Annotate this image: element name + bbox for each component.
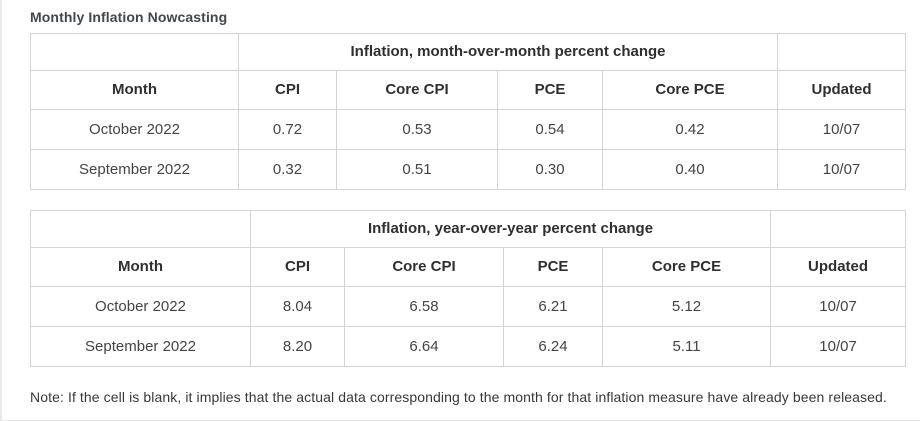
cell-pce: 6.21 bbox=[503, 286, 603, 327]
cell-updated: 10/07 bbox=[777, 109, 907, 150]
cell-core-pce: 0.42 bbox=[601, 109, 779, 150]
blank-cell bbox=[770, 210, 907, 248]
yoy-column-header-row: Month CPI Core CPI PCE Core PCE Updated bbox=[30, 247, 907, 287]
table-row: October 2022 8.04 6.58 6.21 5.12 10/07 bbox=[30, 286, 907, 327]
cell-pce: 0.54 bbox=[497, 109, 603, 150]
note-text: Note: If the cell is blank, it implies t… bbox=[30, 389, 887, 405]
cell-cpi: 0.32 bbox=[238, 149, 337, 190]
col-header-pce: PCE bbox=[497, 70, 603, 110]
yoy-span-header: Inflation, year-over-year percent change bbox=[249, 210, 772, 248]
cell-core-pce: 5.12 bbox=[601, 286, 772, 327]
mom-span-header: Inflation, month-over-month percent chan… bbox=[237, 33, 779, 71]
yoy-table: Inflation, year-over-year percent change… bbox=[30, 210, 907, 367]
cell-updated: 10/07 bbox=[770, 326, 907, 367]
mom-column-header-row: Month CPI Core CPI PCE Core PCE Updated bbox=[30, 70, 907, 110]
cell-month: September 2022 bbox=[30, 326, 251, 367]
col-header-core-cpi: Core CPI bbox=[344, 247, 504, 287]
cell-core-cpi: 6.58 bbox=[344, 286, 504, 327]
cell-month: October 2022 bbox=[30, 109, 239, 150]
cell-month: September 2022 bbox=[30, 149, 239, 190]
cell-cpi: 0.72 bbox=[238, 109, 337, 150]
col-header-core-pce: Core PCE bbox=[601, 247, 772, 287]
mom-table: Inflation, month-over-month percent chan… bbox=[30, 33, 907, 190]
table-gap bbox=[30, 190, 906, 210]
col-header-core-pce: Core PCE bbox=[601, 70, 779, 110]
table-row: October 2022 0.72 0.53 0.54 0.42 10/07 bbox=[30, 109, 907, 150]
cell-core-pce: 5.11 bbox=[601, 326, 772, 367]
blank-cell bbox=[777, 33, 907, 71]
col-header-updated: Updated bbox=[770, 247, 907, 287]
cell-core-cpi: 0.53 bbox=[336, 109, 498, 150]
col-header-cpi: CPI bbox=[250, 247, 345, 287]
col-header-core-cpi: Core CPI bbox=[336, 70, 498, 110]
cell-pce: 6.24 bbox=[503, 326, 603, 367]
col-header-month: Month bbox=[30, 247, 251, 287]
cell-cpi: 8.04 bbox=[250, 286, 345, 327]
blank-cell bbox=[30, 33, 239, 71]
cell-core-pce: 0.40 bbox=[601, 149, 779, 190]
cell-updated: 10/07 bbox=[770, 286, 907, 327]
yoy-span-header-row: Inflation, year-over-year percent change bbox=[30, 210, 907, 248]
col-header-updated: Updated bbox=[777, 70, 907, 110]
blank-cell bbox=[30, 210, 251, 248]
page-title: Monthly Inflation Nowcasting bbox=[30, 9, 228, 25]
col-header-pce: PCE bbox=[503, 247, 603, 287]
col-header-cpi: CPI bbox=[238, 70, 337, 110]
cell-core-cpi: 6.64 bbox=[344, 326, 504, 367]
cell-pce: 0.30 bbox=[497, 149, 603, 190]
col-header-month: Month bbox=[30, 70, 239, 110]
cell-core-cpi: 0.51 bbox=[336, 149, 498, 190]
cell-cpi: 8.20 bbox=[250, 326, 345, 367]
cell-month: October 2022 bbox=[30, 286, 251, 327]
table-row: September 2022 0.32 0.51 0.30 0.40 10/07 bbox=[30, 149, 907, 190]
table-row: September 2022 8.20 6.64 6.24 5.11 10/07 bbox=[30, 326, 907, 367]
mom-span-header-row: Inflation, month-over-month percent chan… bbox=[30, 33, 907, 71]
cell-updated: 10/07 bbox=[777, 149, 907, 190]
